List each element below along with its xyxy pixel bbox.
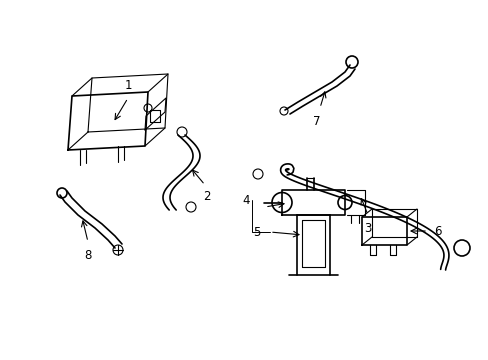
Text: 3: 3 <box>364 222 371 235</box>
Text: 8: 8 <box>84 249 92 262</box>
Text: 4: 4 <box>242 194 249 207</box>
Text: 7: 7 <box>313 115 320 128</box>
Text: 2: 2 <box>203 190 210 203</box>
Text: 6: 6 <box>433 225 441 238</box>
Text: 5: 5 <box>253 225 260 239</box>
Text: 1: 1 <box>124 79 131 92</box>
